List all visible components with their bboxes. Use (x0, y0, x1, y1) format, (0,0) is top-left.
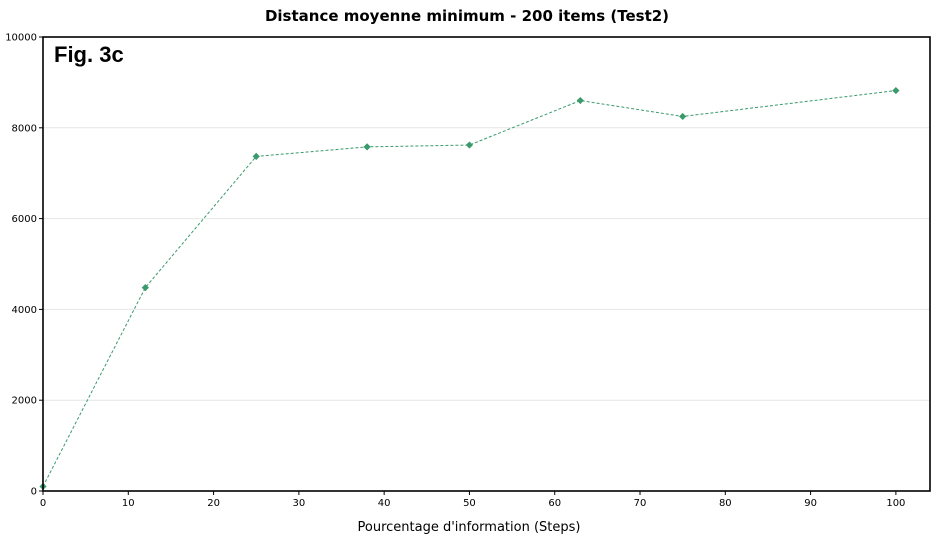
data-point (892, 86, 900, 95)
data-point (465, 141, 474, 149)
x-tick-label: 40 (378, 498, 391, 509)
data-point (679, 112, 687, 121)
y-tick-label: 2000 (12, 396, 37, 407)
data-point (576, 96, 584, 105)
series-line (42, 90, 896, 487)
y-tick-label: 0 (31, 487, 37, 498)
data-point (363, 143, 371, 151)
y-axis: 0 2000 4000 6000 8000 10000 (5, 33, 43, 498)
y-tick-label: 4000 (12, 305, 37, 316)
x-tick-label: 80 (719, 498, 732, 509)
series-group (39, 86, 900, 491)
x-tick-label: 10 (122, 498, 135, 509)
plot-frame (42, 36, 931, 492)
y-tick-label: 8000 (12, 123, 37, 134)
x-axis: 0 10 20 30 40 50 60 70 80 90 100 (40, 491, 905, 509)
data-point (141, 284, 149, 292)
x-tick-label: 50 (463, 498, 476, 509)
x-tick-label: 70 (634, 498, 647, 509)
x-tick-label: 90 (804, 498, 817, 509)
x-tick-label: 60 (548, 498, 561, 509)
data-point (252, 152, 260, 161)
x-axis-label: Pourcentage d'information (Steps) (358, 520, 581, 535)
y-tick-label: 6000 (12, 214, 37, 225)
figure-annotation: Fig. 3c (54, 42, 124, 67)
x-tick-label: 20 (207, 498, 220, 509)
chart-title: Distance moyenne minimum - 200 items (Te… (265, 7, 669, 25)
x-tick-label: 0 (40, 498, 46, 509)
gridlines (43, 127, 930, 401)
x-tick-label: 30 (292, 498, 305, 509)
x-tick-label: 100 (886, 498, 905, 509)
y-tick-label: 10000 (5, 33, 37, 44)
